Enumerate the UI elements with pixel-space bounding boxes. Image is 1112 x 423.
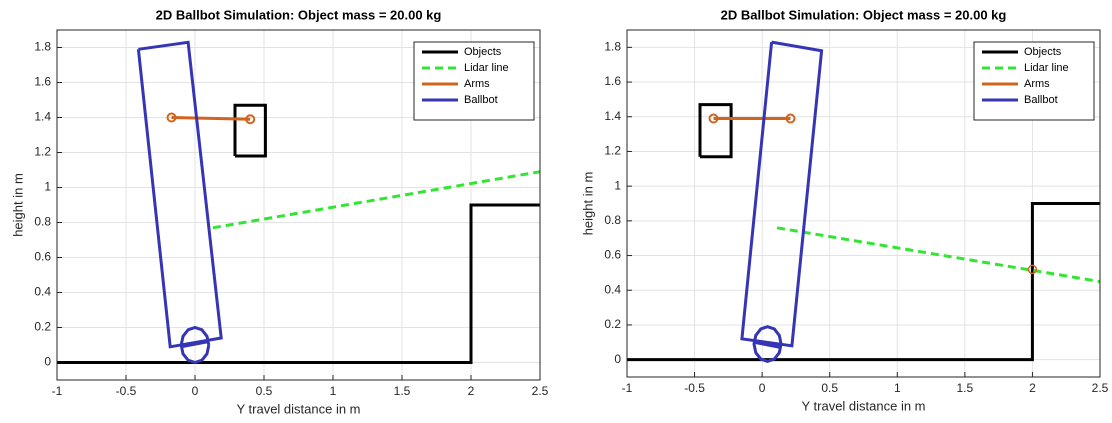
marker [785, 113, 796, 124]
y-tick-label: 1 [44, 180, 51, 194]
y-tick-label: 1.8 [604, 40, 621, 54]
x-tick-label: 2.5 [1092, 381, 1109, 395]
x-tick-label: 1 [330, 384, 337, 398]
x-axis-label: Y travel distance in m [801, 398, 925, 413]
y-tick-label: 0.8 [604, 213, 621, 227]
chart: -1 -0.5 0 0.5 1 1.5 2 2.5 0 0.2 0.4 0.6 0.8 1 1.2 1.4 1.… [580, 7, 1108, 413]
series-line [776, 226, 1100, 284]
y-tick-label: 1.2 [34, 145, 51, 159]
series-line [212, 170, 540, 230]
legend-box [413, 41, 535, 121]
y-tick-label: 0.4 [604, 282, 621, 296]
x-tick-label: 1.5 [394, 384, 411, 398]
x-tick-label: -1 [622, 381, 633, 395]
legend-label: Arms [464, 78, 490, 90]
legend-label: Arms [1024, 78, 1050, 90]
y-tick-label: 0 [44, 355, 51, 369]
series-line [57, 103, 540, 364]
x-tick-label: 2.5 [532, 384, 549, 398]
x-tick-label: 2 [1029, 381, 1036, 395]
axes-box [626, 29, 1101, 378]
x-tick-label: -0.5 [684, 381, 705, 395]
legend-label: Objects [464, 46, 502, 58]
y-tick-label: 0 [614, 352, 621, 366]
x-tick-label: 2 [468, 384, 475, 398]
series-line [171, 116, 251, 121]
y-tick-label: 0.4 [34, 285, 51, 299]
plot-content [57, 40, 540, 365]
y-tick-label: 1.4 [34, 110, 51, 124]
axes-box [56, 29, 541, 381]
y-tick-label: 1.2 [604, 144, 621, 158]
marker [708, 113, 719, 124]
x-tick-label: 1.5 [957, 381, 974, 395]
legend-label: Ballbot [1024, 94, 1058, 106]
y-tick-label: 0.2 [604, 317, 621, 331]
marker [245, 114, 256, 125]
legend-label: Lidar line [464, 62, 509, 74]
series-line [627, 103, 1100, 362]
x-tick-label: 1 [894, 381, 901, 395]
chart: -1 -0.5 0 0.5 1 1.5 2 2.5 0 0.2 0.4 0.6 0.8 1 1.2 1.4 1.… [10, 7, 548, 416]
series-line [740, 40, 824, 363]
legend-box [973, 41, 1095, 121]
legend-label: Ballbot [464, 94, 498, 106]
y-tick-label: 0.6 [34, 250, 51, 264]
x-tick-label: 0.5 [256, 384, 273, 398]
x-tick-label: 0 [759, 381, 766, 395]
y-tick-label: 1 [614, 178, 621, 192]
legend: Objects Lidar line Arms Ballbot [973, 41, 1095, 121]
y-tick-label: 0.6 [604, 248, 621, 262]
y-tick-label: 1.8 [34, 40, 51, 54]
y-tick-label: 0.8 [34, 215, 51, 229]
x-tick-label: -1 [52, 384, 63, 398]
y-tick-label: 1.4 [604, 109, 621, 123]
legend: Objects Lidar line Arms Ballbot [413, 41, 535, 121]
marker [166, 112, 177, 123]
y-tick-label: 0.2 [34, 320, 51, 334]
plot-content [627, 40, 1100, 363]
legend-label: Objects [1024, 46, 1062, 58]
series-line [136, 40, 223, 365]
legend-label: Lidar line [1024, 62, 1069, 74]
x-tick-label: -0.5 [116, 384, 137, 398]
y-tick-label: 1.6 [604, 74, 621, 88]
chart-title: 2D Ballbot Simulation: Object mass = 20.… [156, 7, 442, 22]
lidar-hit [1027, 264, 1038, 275]
x-tick-label: 0 [192, 384, 199, 398]
x-tick-label: 0.5 [821, 381, 838, 395]
x-axis-label: Y travel distance in m [236, 401, 360, 416]
y-axis-label: height in m [10, 173, 25, 237]
y-tick-label: 1.6 [34, 75, 51, 89]
chart-title: 2D Ballbot Simulation: Object mass = 20.… [721, 7, 1007, 22]
y-axis-label: height in m [580, 172, 595, 236]
